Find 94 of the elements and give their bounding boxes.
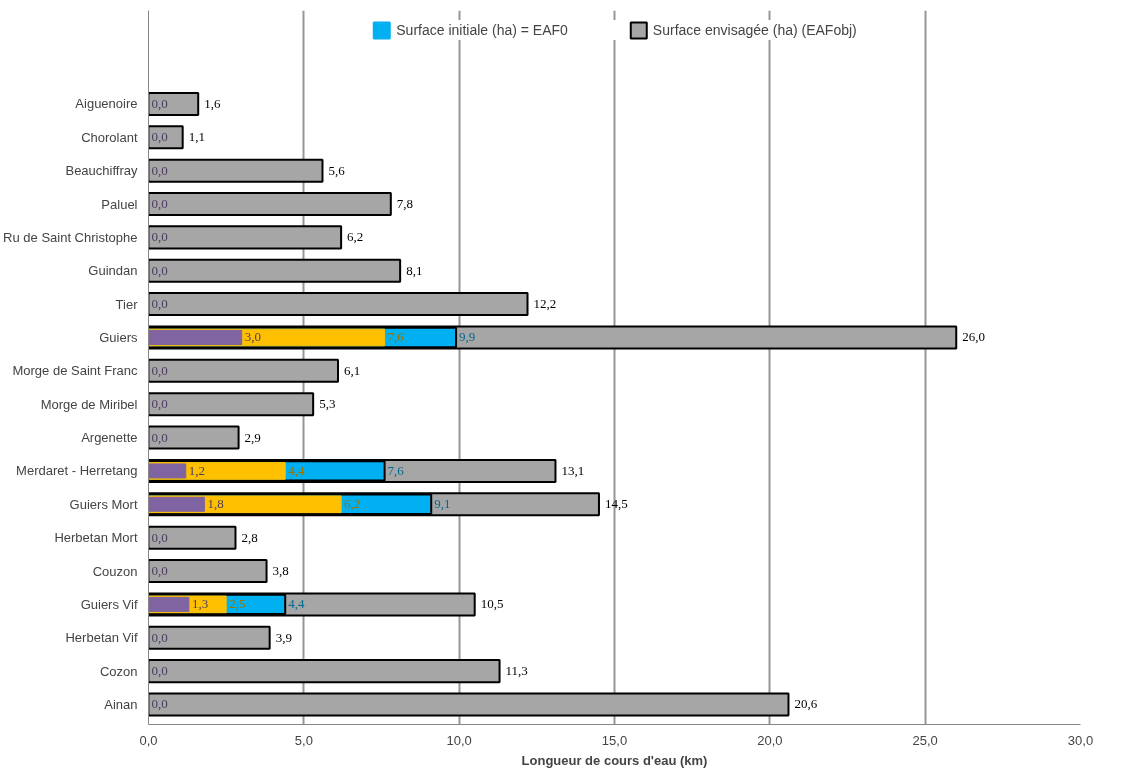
data-label: 0,0 [151,162,168,178]
data-label: 1,2 [188,462,206,478]
data-label: 0,0 [151,396,168,412]
data-label: 1,3 [191,596,209,612]
data-label: 5,3 [319,396,336,412]
data-label: 0,0 [151,629,168,645]
bar [148,158,324,183]
data-label: 7,8 [396,196,414,212]
y-tick-label: Morge de Saint Franc [12,363,138,379]
data-label: 1,1 [188,129,205,145]
data-label: 2,5 [229,596,246,612]
y-tick-label: Ru de Saint Christophe [3,229,138,245]
bar [148,525,237,550]
data-label: 9,9 [459,329,476,345]
data-label: 0,0 [151,296,168,312]
data-label: 5,6 [328,162,346,178]
data-label: 0,0 [151,95,168,111]
x-tick-label: 20,0 [757,732,783,748]
x-tick-label: 30,0 [1067,732,1094,748]
x-tick-label: 25,0 [912,732,938,748]
data-label: 9,1 [434,496,451,512]
bar [148,559,268,584]
x-tick-label: 0,0 [139,732,158,748]
data-label: 0,0 [151,529,168,545]
data-label: 1,6 [204,95,221,111]
bar [148,329,243,345]
y-tick-label: Beauchiffray [65,163,138,179]
x-tick-label: 15,0 [601,732,628,748]
y-tick-label: Guiers Vif [80,596,138,612]
data-label: 6,2 [344,496,361,512]
y-tick-label: Tier [115,296,139,312]
y-tick-label: Cozon [99,663,138,679]
y-tick-label: Couzon [92,563,138,579]
data-label: 0,0 [151,429,168,445]
x-tick-label: 10,0 [446,732,472,748]
bar [148,91,200,116]
data-label: 7,6 [387,462,405,478]
bar [148,358,340,383]
y-tick-label: Guindan [88,263,138,279]
data-label: 0,0 [151,362,168,378]
data-label: 0,0 [151,563,168,579]
y-tick-label: Ainan [104,696,138,712]
bar [148,596,190,612]
data-label: 6,2 [347,229,364,245]
data-label: 0,0 [151,262,168,278]
bar [148,625,271,650]
data-label: 1,8 [207,496,224,512]
data-label: 6,1 [344,362,361,378]
data-label: 0,0 [151,129,168,145]
bar [148,292,529,317]
bar [148,425,240,450]
data-label: 0,0 [151,229,168,245]
data-label: 2,8 [241,529,258,545]
y-tick-label: Guiers [99,329,138,345]
data-label: 0,0 [151,196,168,212]
data-label: 10,5 [480,596,504,612]
y-tick-label: Guiers Mort [69,496,138,512]
data-label: 12,2 [533,296,557,312]
y-tick-label: Morge de Miribel [40,396,138,412]
data-label: 4,4 [288,596,305,612]
y-tick-label: Merdaret - Herretang [16,463,138,479]
bar [148,258,402,283]
data-label: 7,6 [387,329,405,345]
data-label: 20,6 [794,696,818,712]
data-label: 11,3 [505,663,528,679]
data-label: 4,4 [288,462,305,478]
y-tick-label: Aiguenoire [75,96,138,112]
bar [148,125,184,150]
bar [148,659,501,684]
data-label: 0,0 [151,696,168,712]
legend-label: Surface envisagée (ha) (EAFobj) [652,22,857,38]
y-tick-label: Chorolant [81,129,138,145]
bar [148,463,187,479]
data-label: 26,0 [962,329,985,345]
y-tick-label: Paluel [101,196,138,212]
data-label: 3,9 [275,629,292,645]
x-tick-label: 5,0 [294,732,313,748]
bar [148,496,205,512]
y-tick-label: Argenette [81,430,138,446]
bar [148,225,343,250]
y-tick-label: Herbetan Mort [54,530,138,546]
x-axis-title: Longueur de cours d'eau (km) [521,752,708,768]
data-label: 13,1 [561,462,585,478]
data-label: 3,8 [272,563,289,579]
data-label: 2,9 [244,429,261,445]
data-label: 0,0 [151,663,168,679]
data-label: 8,1 [406,262,423,278]
y-tick-label: Herbetan Vif [65,630,138,646]
data-label: 3,0 [244,329,261,345]
legend-label: Surface initiale (ha) = EAF0 [396,22,568,38]
data-label: 14,5 [604,496,628,512]
bar [148,392,315,417]
bar [148,192,392,217]
bar [148,692,790,717]
